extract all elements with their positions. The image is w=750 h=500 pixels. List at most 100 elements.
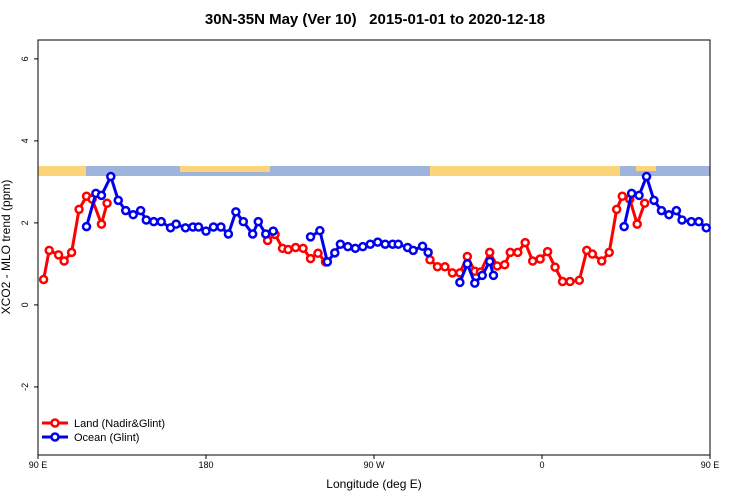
data-point — [656, 205, 667, 216]
data-point — [425, 255, 435, 265]
data-point — [417, 241, 428, 252]
data-point — [53, 250, 64, 260]
data-point — [505, 247, 516, 258]
data-point — [462, 251, 473, 262]
data-point — [102, 198, 112, 208]
data-point — [322, 257, 333, 267]
band-land — [636, 166, 656, 171]
data-point — [604, 247, 614, 258]
data-point — [408, 245, 418, 256]
data-point — [440, 262, 450, 272]
data-point — [358, 241, 368, 252]
y-tick-label: 6 — [20, 56, 30, 61]
data-point — [74, 204, 84, 215]
data-point — [596, 256, 607, 266]
y-tick-label: -2 — [20, 383, 30, 391]
y-axis-label: XCO2 - MLO trend (ppm) — [0, 180, 13, 315]
data-point — [447, 268, 458, 278]
data-point — [313, 248, 323, 258]
data-point — [193, 222, 204, 232]
y-tick-label: 2 — [20, 220, 30, 225]
legend-label: Ocean (Glint) — [74, 432, 139, 444]
data-point — [201, 226, 211, 236]
data-point — [141, 215, 152, 225]
data-point — [671, 205, 682, 216]
data-point — [44, 245, 54, 256]
data-point — [626, 188, 637, 199]
data-point — [587, 249, 598, 259]
data-point — [330, 248, 340, 258]
data-point — [380, 239, 390, 249]
legend-marker — [50, 432, 60, 442]
data-point — [81, 221, 92, 232]
data-point — [216, 222, 226, 232]
data-point — [231, 207, 241, 217]
data-point — [106, 171, 116, 182]
data-point — [565, 276, 575, 287]
data-point — [365, 239, 376, 249]
data-point — [574, 275, 585, 286]
data-point — [171, 219, 181, 229]
data-point — [617, 191, 628, 201]
data-point — [557, 276, 568, 287]
x-tick-label: 90 E — [29, 460, 48, 470]
data-point — [393, 239, 404, 249]
y-tick-label: 0 — [20, 302, 30, 307]
data-point — [432, 262, 443, 272]
band-land — [180, 166, 270, 172]
data-point — [290, 242, 301, 253]
x-tick-label: 90 W — [363, 460, 385, 470]
data-point — [527, 256, 538, 266]
x-tick-label: 180 — [198, 460, 213, 470]
data-point — [268, 226, 278, 236]
data-point — [305, 232, 316, 242]
data-point — [611, 204, 622, 215]
data-point — [180, 223, 191, 233]
data-point — [315, 225, 325, 236]
legend-marker — [50, 418, 60, 428]
data-point — [477, 270, 488, 281]
x-axis-label: Longitude (deg E) — [326, 477, 421, 491]
data-point — [298, 243, 308, 254]
data-point — [135, 205, 146, 216]
data-point — [677, 215, 687, 225]
data-point — [686, 216, 697, 227]
data-point — [66, 247, 77, 258]
data-point — [542, 246, 553, 257]
x-tick-label: 90 E — [701, 460, 720, 470]
data-point — [535, 254, 545, 264]
data-point — [113, 195, 124, 206]
data-point — [694, 216, 704, 227]
data-point — [649, 195, 659, 206]
data-point — [343, 241, 353, 252]
data-point — [512, 247, 523, 258]
data-point — [238, 216, 249, 227]
data-point — [372, 237, 383, 247]
data-point — [148, 216, 159, 227]
data-point — [156, 216, 166, 227]
data-point — [520, 237, 530, 248]
data-point — [492, 261, 502, 271]
data-point — [120, 205, 131, 216]
land-mask-band — [38, 166, 710, 176]
data-point — [634, 190, 644, 201]
data-point — [253, 216, 264, 227]
data-point — [639, 198, 650, 208]
chart-title: 30N-35N May (Ver 10) 2015-01-01 to 2020-… — [205, 11, 545, 28]
band-land — [38, 166, 86, 176]
data-point — [484, 247, 495, 258]
data-point — [484, 256, 495, 267]
data-point — [664, 209, 674, 220]
data-point — [335, 239, 346, 249]
band-land — [430, 166, 620, 176]
x-tick-label: 0 — [539, 460, 544, 470]
data-point — [208, 222, 219, 232]
data-point — [423, 247, 433, 258]
data-point — [128, 209, 138, 220]
data-point — [619, 221, 629, 232]
data-point — [455, 277, 465, 288]
data-point — [223, 229, 234, 239]
data-point — [701, 223, 712, 233]
data-point — [470, 278, 480, 288]
